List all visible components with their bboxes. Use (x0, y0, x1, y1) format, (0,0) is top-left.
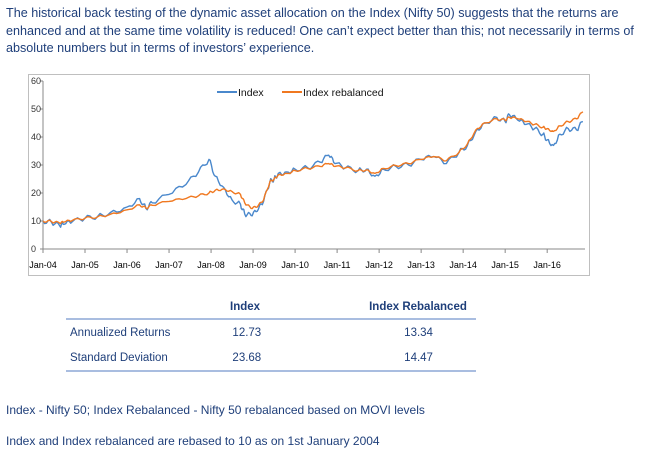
x-tick-label: Jan-05 (71, 260, 99, 270)
footnote-rebase: Index and Index rebalanced are rebased t… (6, 434, 380, 448)
chart-area: 0 10 20 30 40 50 60 Jan-04 Jan-05 Jan-06 Jan-07 Jan… (28, 74, 590, 276)
series-line-index-rebalanced (42, 111, 584, 225)
stats-divider (66, 318, 476, 320)
series-line-index (42, 113, 584, 228)
line-chart: 0 10 20 30 40 50 60 Jan-04 Jan-05 Jan-06 Jan-07 Jan… (29, 76, 585, 270)
footnote-definitions: Index - Nifty 50; Index Rebalanced - Nif… (6, 403, 425, 417)
x-tick-label: Jan-08 (197, 260, 225, 270)
y-tick-label: 60 (31, 76, 41, 86)
stats-header-row: Index Index Rebalanced (66, 296, 476, 318)
legend-label: Index (238, 87, 264, 99)
row-label: Annualized Returns (70, 326, 171, 339)
intro-paragraph: The historical back testing of the dynam… (6, 6, 634, 55)
x-tick-label: Jan-07 (155, 260, 183, 270)
x-tick-label: Jan-09 (239, 260, 267, 270)
x-tick-label: Jan-15 (491, 260, 519, 270)
y-tick-label: 30 (31, 160, 41, 170)
rebalanced-value: 14.47 (404, 351, 433, 364)
table-row: Annualized Returns 12.73 13.34 (66, 320, 476, 345)
y-tick-label: 0 (31, 244, 36, 254)
x-tick-label: Jan-04 (29, 260, 57, 270)
legend-label: Index rebalanced (303, 87, 384, 99)
stats-table: Index Index Rebalanced Annualized Return… (66, 296, 476, 372)
x-tick-label: Jan-13 (407, 260, 435, 270)
x-tick-label: Jan-14 (449, 260, 477, 270)
stats-header-rebalanced: Index Rebalanced (369, 301, 467, 313)
row-label: Standard Deviation (70, 351, 168, 364)
x-tick-label: Jan-12 (365, 260, 393, 270)
table-row: Standard Deviation 23.68 14.47 (66, 345, 476, 372)
y-tick-label: 10 (31, 216, 41, 226)
stats-header-index: Index (230, 301, 261, 313)
rebalanced-value: 13.34 (404, 326, 433, 339)
x-tick-label: Jan-16 (533, 260, 561, 270)
x-tick-label: Jan-11 (324, 260, 351, 270)
index-value: 23.68 (232, 351, 262, 364)
x-tick-label: Jan-06 (113, 260, 141, 270)
index-value: 12.73 (232, 326, 262, 339)
x-tick-label: Jan-10 (281, 260, 309, 270)
y-tick-label: 20 (31, 188, 41, 198)
y-tick-label: 50 (31, 104, 41, 114)
y-tick-label: 40 (31, 132, 41, 142)
